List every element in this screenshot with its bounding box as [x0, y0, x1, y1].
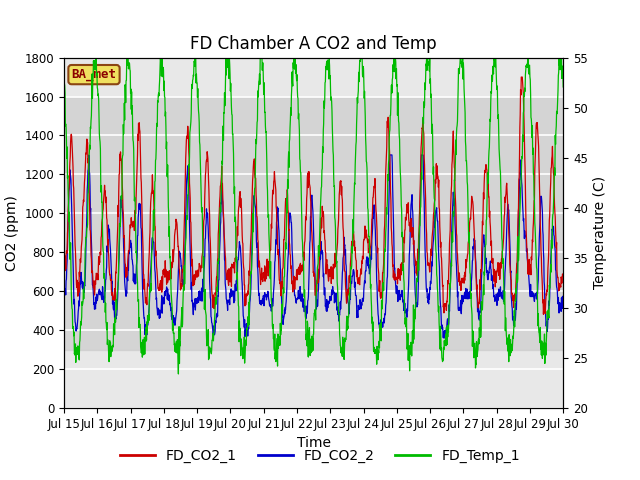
Y-axis label: CO2 (ppm): CO2 (ppm) [5, 195, 19, 271]
Text: BA_met: BA_met [72, 68, 116, 81]
Legend: FD_CO2_1, FD_CO2_2, FD_Temp_1: FD_CO2_1, FD_CO2_2, FD_Temp_1 [115, 443, 525, 468]
X-axis label: Time: Time [296, 436, 331, 450]
Title: FD Chamber A CO2 and Temp: FD Chamber A CO2 and Temp [190, 35, 437, 53]
Y-axis label: Temperature (C): Temperature (C) [593, 176, 607, 289]
Bar [64, 96, 563, 349]
